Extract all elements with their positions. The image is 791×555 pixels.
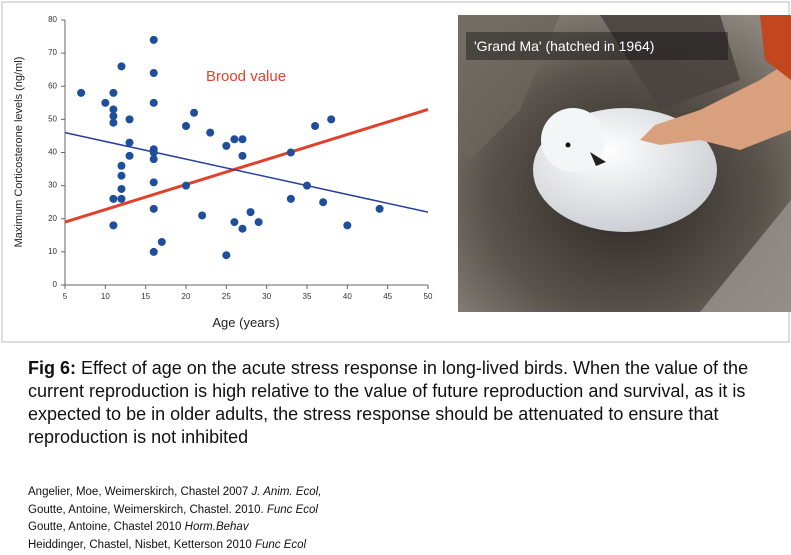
figure: Maximum Corticosterone levels (ng/ml) Ag… [0,0,791,345]
point [150,248,158,256]
reference: Heiddinger, Chastel, Nisbet, Ketterson 2… [28,537,321,555]
point [198,211,206,219]
point [126,139,134,147]
x-tick-label: 15 [141,292,150,301]
reference-authors: Angelier, Moe, Weimerskirch, Chastel 200… [28,486,248,498]
point [319,198,327,206]
y-tick-label: 40 [48,148,57,157]
x-tick-label: 40 [343,292,352,301]
reference-journal: Horm.Behav [185,521,249,533]
point [150,69,158,77]
reference: Goutte, Antoine, Weimerskirch, Chastel. … [28,502,321,520]
point [126,115,134,123]
y-tick-label: 20 [48,214,57,223]
point [109,119,117,127]
point [311,122,319,130]
caption: Fig 6: Effect of age on the acute stress… [28,357,788,449]
y-tick-label: 80 [48,15,57,24]
point [109,195,117,203]
reference-authors: Heiddinger, Chastel, Nisbet, Ketterson 2… [28,539,252,551]
point [117,185,125,193]
y-axis-label: Maximum Corticosterone levels (ng/ml) [13,57,25,248]
photo-label: 'Grand Ma' (hatched in 1964) [474,38,654,54]
point [150,178,158,186]
point [182,182,190,190]
point [126,152,134,160]
reference-journal: J. Anim. Ecol, [252,486,322,498]
point [150,99,158,107]
references: Angelier, Moe, Weimerskirch, Chastel 200… [28,484,321,554]
point [117,162,125,170]
x-tick-label: 5 [63,292,68,301]
reference-authors: Goutte, Antoine, Chastel 2010 [28,521,181,533]
reference: Goutte, Antoine, Chastel 2010 Horm.Behav [28,519,321,537]
point [255,218,263,226]
point [109,89,117,97]
photo: 'Grand Ma' (hatched in 1964) [458,15,791,312]
point [230,218,238,226]
x-tick-label: 30 [262,292,271,301]
point [230,135,238,143]
point [247,208,255,216]
caption-label: Fig 6: [28,358,76,378]
x-tick-label: 45 [383,292,392,301]
point [109,221,117,229]
x-tick-label: 10 [101,292,110,301]
x-tick-label: 20 [182,292,191,301]
point [376,205,384,213]
point [238,135,246,143]
plot: Maximum Corticosterone levels (ng/ml) Ag… [13,15,433,330]
x-axis-label: Age (years) [212,315,279,330]
point [77,89,85,97]
point [327,115,335,123]
point [117,195,125,203]
point [182,122,190,130]
point [238,152,246,160]
point [150,205,158,213]
point [222,251,230,259]
annotation: Brood value [206,68,286,85]
y-tick-label: 0 [53,280,58,289]
point [303,182,311,190]
y-tick-label: 10 [48,247,57,256]
point [287,195,295,203]
point [117,62,125,70]
y-tick-label: 50 [48,114,57,123]
point [222,142,230,150]
reference-authors: Goutte, Antoine, Weimerskirch, Chastel. … [28,504,264,516]
point [206,129,214,137]
y-tick-label: 70 [48,48,57,57]
caption-text: Effect of age on the acute stress respon… [28,358,748,447]
point [238,225,246,233]
x-tick-label: 25 [222,292,231,301]
y-tick-label: 60 [48,81,57,90]
point [287,149,295,157]
point [150,36,158,44]
point [343,221,351,229]
point [190,109,198,117]
point [101,99,109,107]
x-tick-label: 35 [303,292,312,301]
point [150,155,158,163]
reference-journal: Func Ecol [255,539,306,551]
reference-journal: Func Ecol [267,504,318,516]
x-tick-label: 50 [424,292,433,301]
point [117,172,125,180]
bird-eye [566,143,571,148]
page: {"chart_data": {"type": "scatter", "ylab… [0,0,791,555]
y-tick-label: 30 [48,181,57,190]
point [158,238,166,246]
reference: Angelier, Moe, Weimerskirch, Chastel 200… [28,484,321,502]
